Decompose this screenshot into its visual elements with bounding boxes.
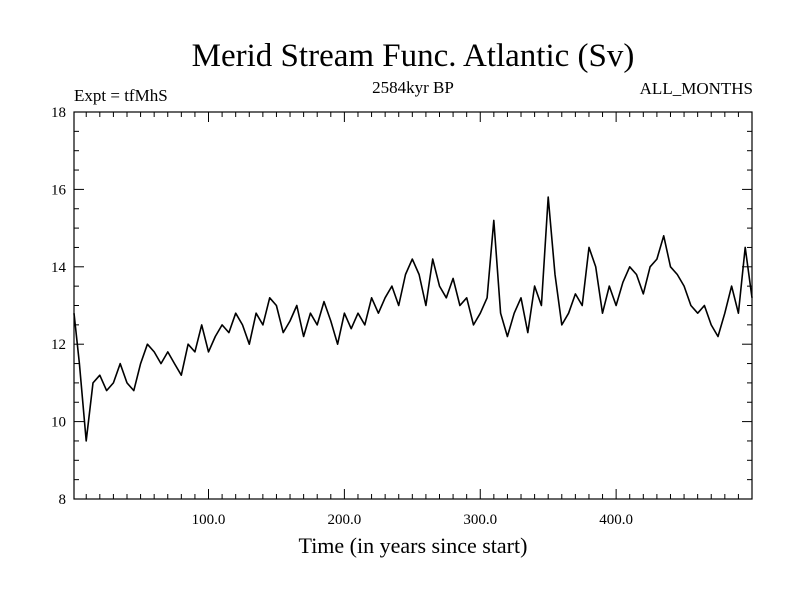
y-tick-label: 16 [51, 182, 67, 198]
x-axis-label: Time (in years since start) [299, 533, 528, 558]
y-tick-label: 18 [51, 105, 66, 121]
series-layer [73, 196, 753, 442]
x-ticks [85, 112, 739, 499]
plot-frame [73, 111, 753, 500]
experiment-label: Expt = tfMhS [74, 86, 168, 105]
y-tick-label: 12 [51, 337, 66, 353]
x-tick-labels: 100.0 200.0 300.0 400.0 [192, 512, 633, 528]
period-label: ALL_MONTHS [640, 79, 753, 98]
y-tick-label: 14 [51, 260, 67, 276]
x-tick-label: 100.0 [192, 512, 226, 528]
x-tick-label: 200.0 [328, 512, 362, 528]
y-tick-label: 10 [51, 415, 66, 431]
y-tick-labels: 8 10 12 14 16 18 [51, 105, 67, 508]
x-tick-label: 400.0 [599, 512, 633, 528]
chart-title: Merid Stream Func. Atlantic (Sv) [192, 38, 635, 74]
x-tick-label: 300.0 [463, 512, 497, 528]
y-ticks [74, 130, 752, 481]
series-line [73, 196, 753, 442]
y-tick-label: 8 [59, 492, 67, 508]
chart-subtitle: 2584kyr BP [372, 78, 454, 97]
